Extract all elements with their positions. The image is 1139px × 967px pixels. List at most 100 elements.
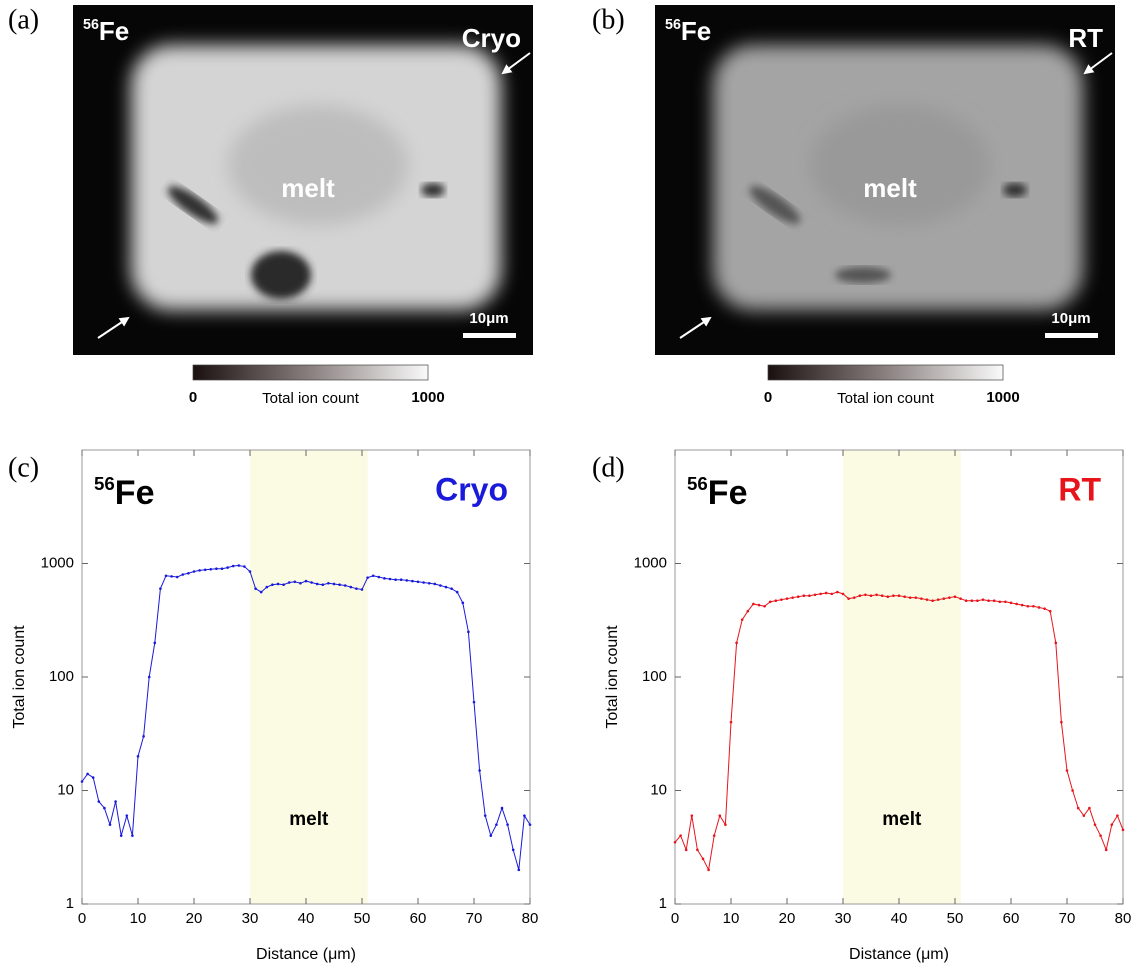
data-point xyxy=(1032,605,1035,608)
data-point xyxy=(355,587,358,590)
data-point xyxy=(137,755,140,758)
data-point xyxy=(931,599,934,602)
isotope-mass: 56 xyxy=(665,17,681,33)
data-point xyxy=(1010,602,1013,605)
shaded-region-label: melt xyxy=(289,809,329,830)
data-point xyxy=(943,597,946,600)
data-point xyxy=(959,597,962,600)
data-point xyxy=(271,583,274,586)
data-point xyxy=(378,576,381,579)
data-point xyxy=(198,569,201,572)
data-point xyxy=(1027,605,1030,608)
data-point xyxy=(417,580,420,583)
data-point xyxy=(1088,807,1091,810)
data-point xyxy=(853,596,856,599)
data-point xyxy=(1111,823,1114,826)
isotope-mass: 56 xyxy=(94,473,115,494)
data-point xyxy=(752,603,755,606)
data-point xyxy=(803,594,806,597)
data-point xyxy=(282,583,285,586)
data-point xyxy=(741,618,744,621)
data-point xyxy=(366,576,369,579)
y-tick-label: 100 xyxy=(642,668,667,685)
data-point xyxy=(114,800,117,803)
data-point xyxy=(769,600,772,603)
inclusion xyxy=(835,267,891,283)
x-tick-label: 70 xyxy=(466,910,483,927)
y-tick-label: 100 xyxy=(49,668,74,685)
data-point xyxy=(165,574,168,577)
data-point xyxy=(361,588,364,591)
data-point xyxy=(1071,789,1074,792)
data-point xyxy=(86,773,89,776)
data-point xyxy=(909,596,912,599)
data-point xyxy=(679,834,682,837)
colorbar-max: 1000 xyxy=(986,389,1019,406)
panel-label: (c) xyxy=(8,452,39,483)
shaded-region xyxy=(843,450,961,904)
x-tick-label: 50 xyxy=(947,910,964,927)
y-axis-label: Total ion count xyxy=(11,625,28,729)
data-point xyxy=(254,587,257,590)
region-label: melt xyxy=(863,173,917,203)
data-point xyxy=(344,584,347,587)
data-point xyxy=(529,823,532,826)
data-point xyxy=(831,593,834,596)
data-point xyxy=(126,814,129,817)
data-point xyxy=(350,586,353,589)
data-point xyxy=(702,858,705,861)
panel-label: (b) xyxy=(592,4,625,35)
data-point xyxy=(518,869,521,872)
data-point xyxy=(473,701,476,704)
data-point xyxy=(870,594,873,597)
data-point xyxy=(976,599,979,602)
condition-label: RT xyxy=(1068,23,1103,53)
data-point xyxy=(819,593,822,596)
data-point xyxy=(310,581,313,584)
data-point xyxy=(411,580,414,583)
data-point xyxy=(814,593,817,596)
data-point xyxy=(1021,604,1024,607)
data-point xyxy=(406,579,409,582)
data-point xyxy=(735,642,738,645)
scale-bar xyxy=(463,333,516,338)
data-point xyxy=(226,566,229,569)
data-point xyxy=(1122,829,1125,832)
data-point xyxy=(249,570,252,573)
data-point xyxy=(506,823,509,826)
data-point xyxy=(971,599,974,602)
data-point xyxy=(898,594,901,597)
data-point xyxy=(999,600,1002,603)
panel-label: (d) xyxy=(592,452,625,483)
data-point xyxy=(305,580,308,583)
isotope-mass: 56 xyxy=(83,17,99,33)
region-label: melt xyxy=(281,173,335,203)
data-point xyxy=(445,586,448,589)
data-point xyxy=(322,583,325,586)
element: Fe xyxy=(115,474,155,512)
data-point xyxy=(103,807,106,810)
x-tick-label: 80 xyxy=(522,910,539,927)
data-point xyxy=(987,599,990,602)
data-point xyxy=(847,597,850,600)
data-point xyxy=(920,597,923,600)
data-point xyxy=(1077,807,1080,810)
colorbar xyxy=(193,365,428,380)
x-tick-label: 10 xyxy=(723,910,740,927)
data-point xyxy=(1049,610,1052,613)
x-tick-label: 40 xyxy=(298,910,315,927)
data-point xyxy=(92,776,95,779)
colorbar-min: 0 xyxy=(764,389,772,406)
data-point xyxy=(450,587,453,590)
data-point xyxy=(1015,603,1018,606)
condition-label: Cryo xyxy=(462,23,521,53)
x-tick-label: 70 xyxy=(1059,910,1076,927)
figure: (a)56FeCryomelt10μm01000Total ion count(… xyxy=(0,0,1139,967)
data-point xyxy=(98,800,101,803)
colorbar-label: Total ion count xyxy=(262,390,360,407)
shaded-region-label: melt xyxy=(882,809,922,830)
y-axis-label: Total ion count xyxy=(604,625,621,729)
data-point xyxy=(1066,769,1069,772)
data-point xyxy=(266,586,269,589)
data-point xyxy=(170,575,173,578)
